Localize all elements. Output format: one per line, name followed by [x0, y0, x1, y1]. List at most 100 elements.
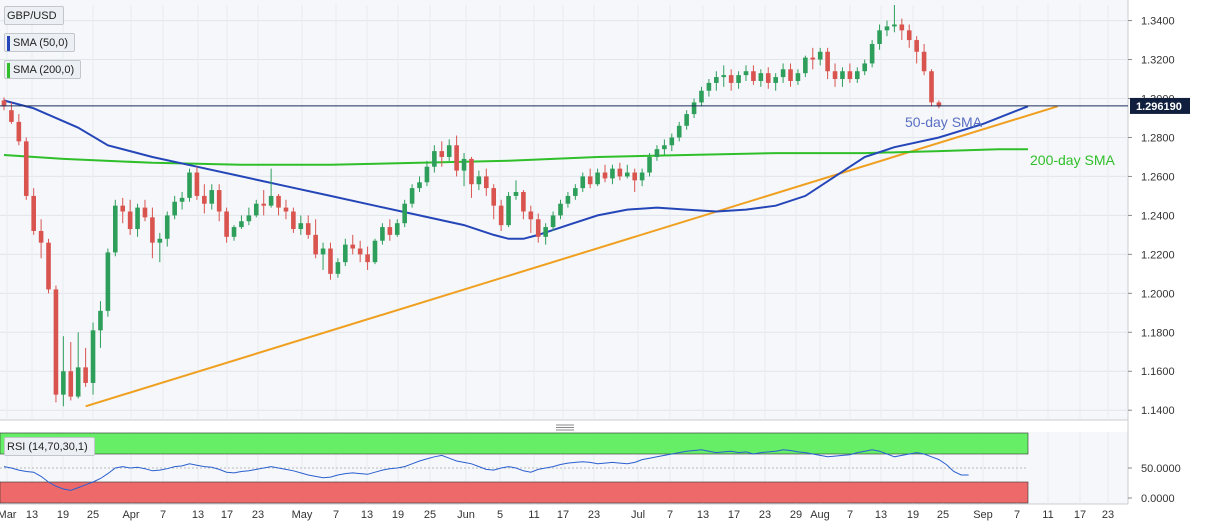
- candle-body: [142, 207, 148, 218]
- price-tick-label: 1.2800: [1141, 132, 1175, 144]
- candle-body: [1, 100, 7, 107]
- time-tick-label: 13: [361, 509, 373, 521]
- candle: [328, 242, 333, 280]
- candle-body: [906, 30, 912, 41]
- sma50-legend-label: SMA (50,0): [13, 37, 69, 49]
- time-tick-label: 5: [497, 509, 503, 521]
- time-tick-label: May: [292, 509, 313, 521]
- candle-body: [239, 221, 244, 228]
- candle-body: [105, 252, 111, 311]
- candle: [855, 67, 860, 83]
- candle: [461, 153, 467, 187]
- grid-lines: [0, 5, 1128, 504]
- candle: [654, 145, 660, 161]
- candle-body: [172, 201, 177, 216]
- candle: [758, 69, 764, 87]
- candle-body: [795, 73, 801, 81]
- candle: [157, 232, 163, 263]
- candle: [268, 168, 274, 208]
- time-tick-label: Jun: [457, 509, 475, 521]
- candle-body: [573, 188, 578, 196]
- candle-body: [402, 203, 407, 224]
- candle-body: [365, 254, 370, 263]
- candle: [513, 180, 519, 200]
- time-tick-label: 7: [847, 509, 853, 521]
- candle: [16, 114, 22, 146]
- candle-body: [840, 71, 845, 80]
- candle-body: [417, 182, 422, 189]
- time-tick-label: 23: [588, 509, 600, 521]
- time-tick-label: 13: [875, 509, 887, 521]
- sma200-legend[interactable]: SMA (200,0): [4, 60, 82, 79]
- rsi-axis[interactable]: 50.0000 0.0000: [1128, 463, 1181, 505]
- candle: [795, 69, 801, 85]
- candle: [387, 219, 393, 241]
- time-tick-label: 19: [57, 509, 69, 521]
- candle: [624, 164, 630, 179]
- candle-body: [877, 30, 882, 44]
- candle: [773, 73, 778, 91]
- price-tick-label: 1.1400: [1141, 405, 1175, 417]
- candle: [877, 24, 882, 50]
- candle: [825, 47, 830, 80]
- candle: [780, 63, 786, 83]
- candle-body: [16, 121, 22, 142]
- candle: [543, 223, 548, 245]
- candle-body: [394, 223, 400, 235]
- candle: [469, 156, 474, 198]
- rsi-overbought-zone: [0, 432, 1029, 455]
- candle-body: [320, 248, 326, 255]
- candle: [424, 160, 430, 187]
- candle: [550, 211, 556, 231]
- candle: [491, 184, 497, 220]
- candle: [298, 215, 304, 235]
- sma200-swatch: [7, 62, 10, 78]
- candle: [617, 162, 623, 181]
- candle: [647, 153, 652, 177]
- symbol-legend[interactable]: GBP/USD: [4, 6, 64, 25]
- candle: [736, 71, 741, 89]
- time-axis[interactable]: Mar 13 19 25 Apr 7 13 17 23 May 7 13 19 25 Jun 5 11 17 23 J…: [0, 509, 1114, 521]
- candle-body: [699, 90, 704, 103]
- rsi-legend[interactable]: RSI (14,70,30,1): [4, 437, 95, 456]
- candle-body: [736, 75, 741, 83]
- candle-body: [602, 172, 608, 179]
- candle-body: [714, 77, 719, 83]
- candle-body: [276, 195, 281, 208]
- candle-body: [884, 26, 890, 31]
- pane-resize-handle[interactable]: [556, 424, 574, 431]
- candle: [127, 199, 133, 235]
- candle-body: [706, 82, 712, 91]
- candle: [402, 199, 407, 228]
- time-tick-label: 23: [759, 509, 771, 521]
- candle: [721, 65, 727, 87]
- candle-body: [639, 172, 645, 181]
- time-tick-label: 11: [528, 509, 539, 521]
- candle: [313, 219, 318, 259]
- candle: [209, 184, 215, 210]
- time-tick-label: 25: [87, 509, 99, 521]
- candle-body: [721, 75, 727, 78]
- candle-body: [892, 24, 897, 27]
- current-price-tag: [1130, 97, 1190, 114]
- candle: [669, 133, 675, 152]
- rsi-tick-label: 50.0000: [1141, 463, 1181, 475]
- price-tick-label: 1.2400: [1141, 210, 1175, 222]
- time-tick-label: 7: [160, 509, 166, 521]
- candle: [261, 190, 266, 216]
- candle: [409, 184, 415, 208]
- sma200-annotation: 200-day SMA: [1030, 152, 1115, 168]
- candle-body: [268, 195, 274, 206]
- candle: [528, 205, 534, 233]
- candle: [602, 164, 608, 183]
- candle-body: [580, 176, 586, 189]
- candle: [38, 219, 44, 259]
- sma200-layer: [3, 148, 1028, 166]
- sma50-legend[interactable]: SMA (50,0): [4, 33, 76, 52]
- price-tick-label: 1.2200: [1141, 249, 1175, 261]
- candle-body: [817, 51, 823, 60]
- symbol-label: GBP/USD: [7, 10, 57, 22]
- candle-body: [506, 195, 511, 226]
- candle: [417, 176, 422, 193]
- price-axis[interactable]: 1.34001.32001.30001.28001.26001.24001.22…: [1128, 16, 1175, 418]
